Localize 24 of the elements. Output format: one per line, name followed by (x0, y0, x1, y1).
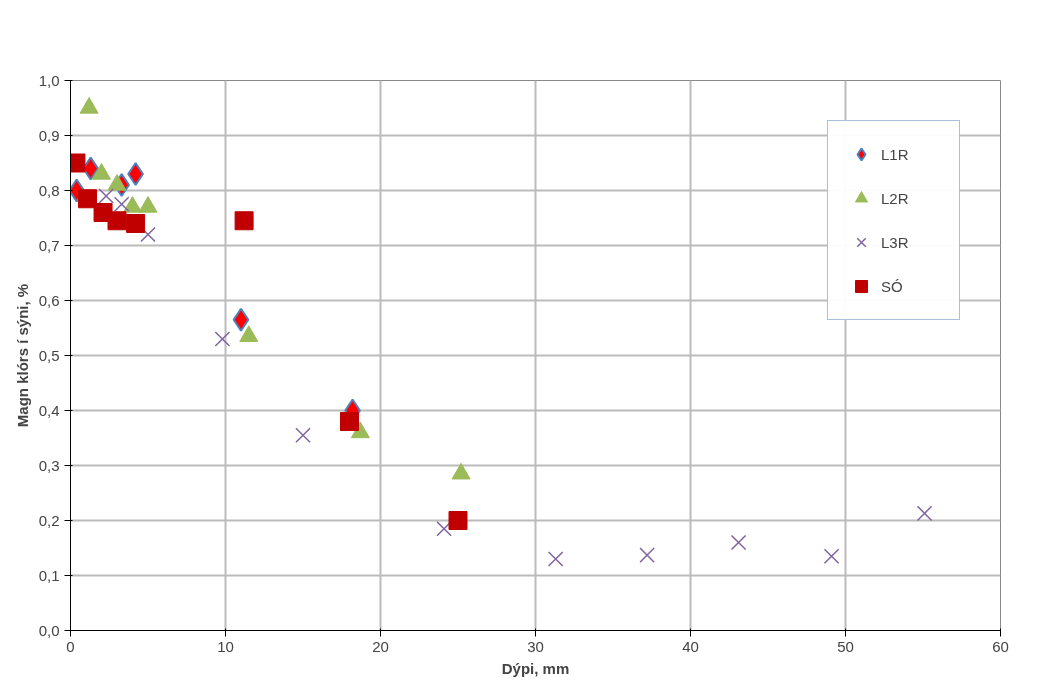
y-tick-label: 0,7 (38, 236, 60, 254)
y-tick-label: 1,0 (38, 71, 60, 89)
y-tick-label: 0,2 (38, 511, 60, 529)
x-tick-label: 50 (837, 637, 854, 655)
y-axis-title: Magn klórs í sýni, % (13, 283, 31, 428)
y-tick-label: 0,4 (38, 401, 60, 419)
y-tick-label: 0,9 (38, 126, 60, 144)
x-tick-label: 20 (372, 637, 389, 655)
legend-label: L3R (881, 233, 910, 251)
legend-label: L2R (881, 189, 910, 207)
y-tick-label: 0,1 (38, 566, 60, 584)
x-tick-label: 0 (66, 637, 75, 655)
y-tick-label: 0,3 (38, 456, 60, 474)
legend-label: SÓ (881, 277, 904, 295)
y-tick-label: 0,5 (38, 346, 60, 364)
y-tick-label: 0,0 (38, 621, 60, 639)
x-tick-label: 10 (217, 637, 234, 655)
x-tick-label: 60 (992, 637, 1009, 655)
y-tick-label: 0,6 (38, 291, 60, 309)
y-tick-label: 0,8 (38, 181, 60, 199)
x-tick-label: 30 (527, 637, 544, 655)
legend-label: L1R (881, 145, 910, 163)
x-axis-title: Dýpi, mm (501, 659, 570, 677)
x-tick-label: 40 (682, 637, 699, 655)
